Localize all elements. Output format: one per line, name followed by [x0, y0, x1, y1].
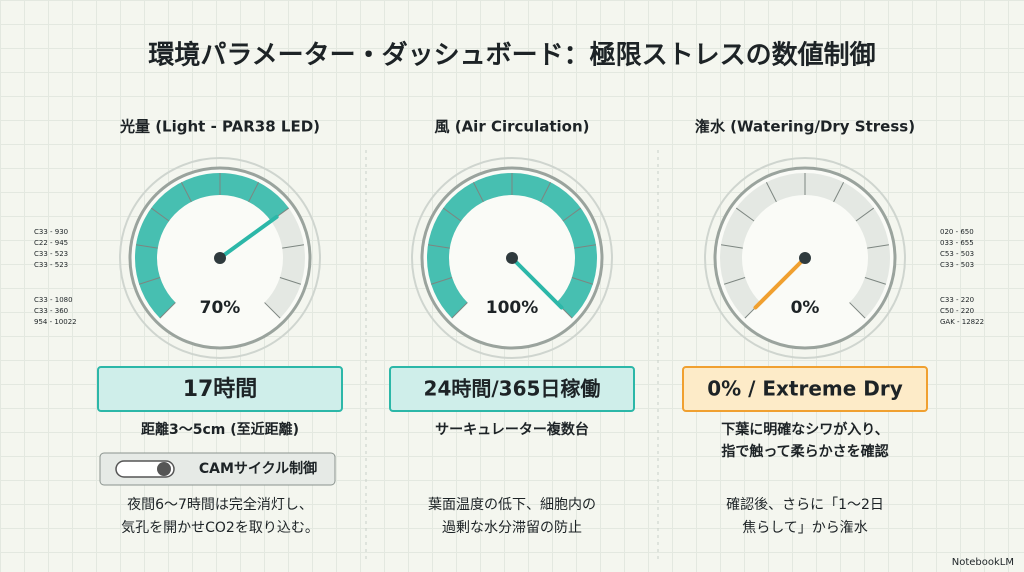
gauge-division: [139, 276, 161, 285]
note: 過剰な水分滞留の防止: [442, 520, 582, 536]
banner: 24時間/365日稼働: [424, 377, 601, 401]
gauge-division: [135, 244, 158, 249]
gauge-label: 70%: [200, 298, 241, 318]
gauge-division: [724, 276, 746, 285]
note: 確認後、さらに「1～2日: [726, 497, 884, 513]
note: 気孔を開かせCO2を取り込む。: [121, 520, 319, 536]
gauge-division: [282, 244, 305, 249]
gauge-division: [833, 182, 845, 203]
panel-heading: 潅水 (Watering/Dry Stress): [695, 118, 915, 136]
footer: NotebookLM: [952, 557, 1014, 568]
side-code: C50 - 220: [940, 307, 974, 315]
banner-box: [682, 366, 928, 412]
gauge-division: [540, 182, 552, 203]
gauge-needle: [218, 214, 279, 260]
side-code: GAK - 12822: [940, 318, 984, 326]
banner-box: [389, 366, 635, 412]
detail: 下葉に明確なシワが入り、: [721, 421, 888, 438]
banner: 17時間: [183, 377, 258, 402]
gauge-division: [279, 276, 301, 285]
gauge-division: [720, 244, 743, 249]
needle-hub: [214, 252, 226, 264]
gauge-division: [159, 302, 176, 319]
gauge-fill: [135, 173, 289, 319]
banner: 0% / Extreme Dry: [707, 377, 903, 401]
side-code: C33 - 360: [34, 307, 68, 315]
gauge-division: [855, 207, 875, 222]
needle-hub: [799, 252, 811, 264]
toggle-knob: [157, 462, 171, 476]
detail: サーキュレーター複数台: [435, 421, 589, 438]
gauge-division: [574, 244, 597, 249]
gauge-ring: [704, 157, 906, 359]
gauge-division: [427, 244, 450, 249]
side-code: C33 - 220: [940, 296, 974, 304]
gauge-division: [180, 182, 192, 203]
needle-hub: [506, 252, 518, 264]
toggle-label: CAMサイクル制御: [199, 460, 317, 477]
side-code: 033 - 655: [940, 239, 974, 247]
gauge-ring: [119, 157, 321, 359]
gauge-division: [442, 207, 462, 222]
gauge-division: [248, 182, 260, 203]
side-code: 020 - 650: [940, 228, 974, 236]
gauge-division: [867, 244, 890, 249]
gauge-division: [264, 302, 281, 319]
note: 焦らして」から潅水: [742, 519, 868, 536]
side-code: C53 - 503: [940, 250, 974, 258]
gauge-label: 0%: [791, 298, 820, 318]
gauge-ring: [411, 157, 613, 359]
side-code: C22 - 945: [34, 239, 68, 247]
side-code: C33 - 1080: [34, 296, 73, 304]
detail: 距離3～5cm (至近距離): [141, 421, 299, 438]
side-code: 954 - 10022: [34, 318, 77, 326]
gauge-division: [735, 207, 755, 222]
banner-box: [97, 366, 343, 412]
gauge-division: [849, 302, 866, 319]
side-code: C33 - 503: [940, 261, 974, 269]
gauge-division: [451, 302, 468, 319]
note: 葉面温度の低下、細胞内の: [428, 497, 596, 513]
detail: 指で触って柔らかさを確認: [721, 443, 888, 460]
gauge-division: [765, 182, 777, 203]
title: 環境パラメーター・ダッシュボード：極限ストレスの数値制御: [148, 40, 875, 71]
side-code: C33 - 930: [34, 228, 68, 236]
panel-heading: 光量 (Light - PAR38 LED): [119, 118, 320, 136]
gauge-division: [562, 207, 582, 222]
gauge-division: [431, 276, 453, 285]
gauge-needle: [510, 256, 564, 310]
note: 夜間6～7時間は完全消灯し、: [127, 496, 313, 513]
side-code: C33 - 523: [34, 261, 68, 269]
side-code: C33 - 523: [34, 250, 68, 258]
panel-heading: 風 (Air Circulation): [435, 118, 590, 136]
gauge-label: 100%: [486, 298, 539, 318]
gauge-needle: [753, 256, 807, 310]
gauge-division: [150, 207, 170, 222]
gauge-division: [472, 182, 484, 203]
gauge-division: [864, 276, 886, 285]
gauge-division: [571, 276, 593, 285]
